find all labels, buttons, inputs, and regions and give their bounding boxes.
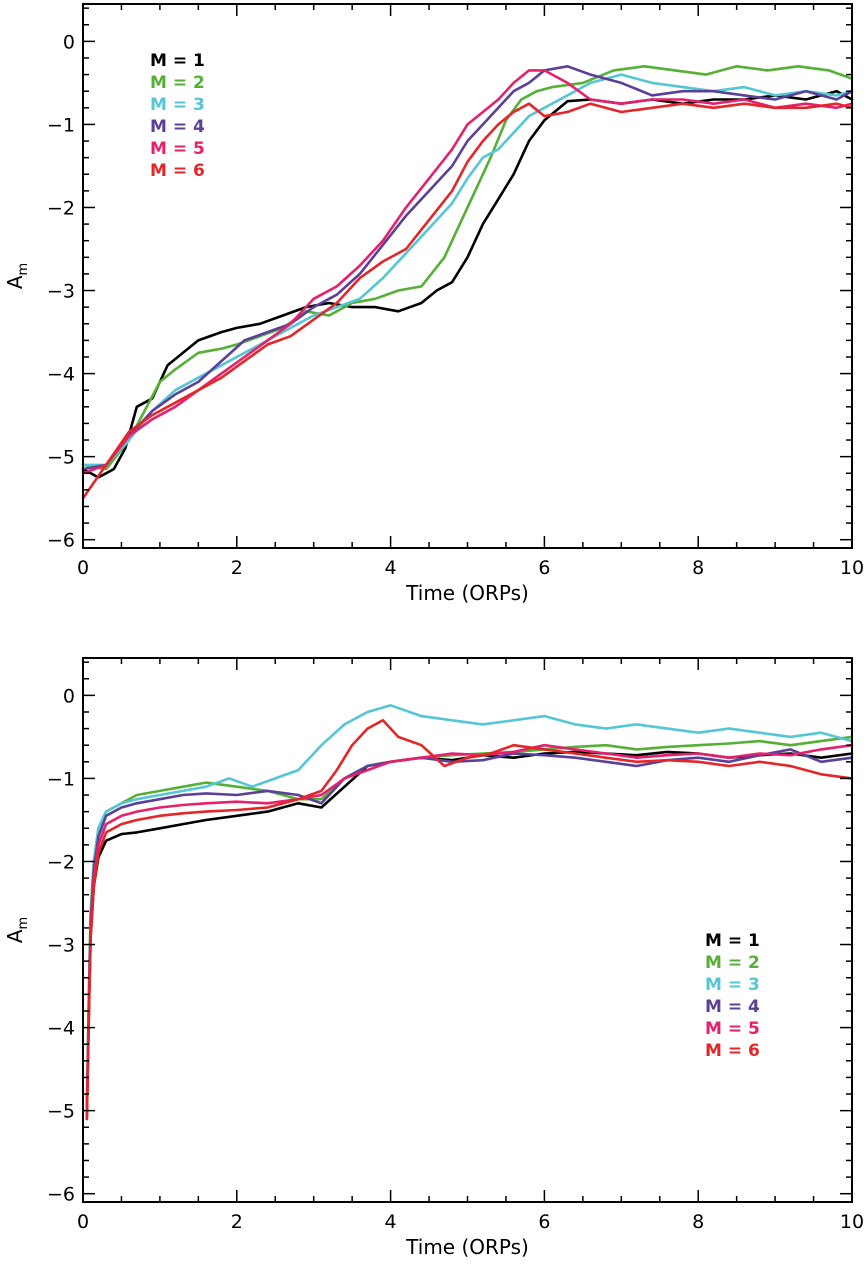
- y-tick-label: −1: [47, 768, 75, 790]
- series-line-m4: [81, 65, 854, 471]
- legend-entry-m2: M = 2: [705, 953, 760, 973]
- legend-entry-m1: M = 1: [705, 931, 760, 951]
- series-line-m2: [81, 65, 854, 471]
- series-line-m4: [85, 748, 854, 1117]
- legend-entry-m3: M = 3: [150, 95, 205, 115]
- x-tick-label: 2: [231, 557, 243, 579]
- series-line-m6: [81, 102, 854, 500]
- series-line-m5: [81, 69, 854, 475]
- x-tick-label: 0: [77, 1211, 89, 1233]
- x-axis: 0 2 4 6 8 10: [77, 4, 864, 579]
- plot-frame: [82, 657, 853, 1203]
- y-tick-label: −2: [47, 197, 75, 219]
- x-axis: 0 2 4 6 8 10: [77, 658, 864, 1233]
- y-axis: −6 −5 −4 −3 −2 −1 0: [47, 661, 852, 1206]
- x-axis-label: Time (ORPs): [405, 581, 529, 605]
- y-tick-label: −1: [47, 114, 75, 136]
- y-tick-label: −6: [47, 530, 75, 552]
- x-axis-label: Time (ORPs): [405, 1235, 529, 1259]
- legend-entry-m4: M = 4: [150, 117, 205, 137]
- x-tick-label: 0: [77, 557, 89, 579]
- x-tick-label: 2: [231, 1211, 243, 1233]
- legend-entry-m5: M = 5: [150, 139, 205, 159]
- y-axis-label-subscript: m: [16, 263, 31, 276]
- series-group: [81, 65, 854, 500]
- x-tick-label: 8: [692, 1211, 704, 1233]
- y-tick-label: −6: [47, 1184, 75, 1206]
- y-axis-label: Am: [3, 263, 31, 289]
- series-line-m1: [81, 89, 854, 479]
- series-line-m6: [85, 719, 854, 1121]
- x-tick-label: 6: [538, 557, 550, 579]
- y-tick-label: −3: [47, 935, 75, 957]
- legend-entry-m4: M = 4: [705, 997, 760, 1017]
- legend-entry-m6: M = 6: [705, 1041, 760, 1061]
- legend: M = 1M = 2M = 3M = 4M = 5M = 6: [705, 931, 760, 1061]
- y-tick-label: −2: [47, 851, 75, 873]
- legend-entry-m1: M = 1: [150, 51, 205, 71]
- y-tick-label: −4: [47, 1018, 75, 1040]
- y-tick-label: −4: [47, 364, 75, 386]
- legend-entry-m5: M = 5: [705, 1019, 760, 1039]
- legend-entry-m2: M = 2: [150, 73, 205, 93]
- y-axis-label: Am: [3, 917, 31, 943]
- series-group: [85, 704, 854, 1121]
- x-tick-label: 8: [692, 557, 704, 579]
- x-tick-label: 6: [538, 1211, 550, 1233]
- y-tick-label: −5: [47, 447, 75, 469]
- y-tick-label: −3: [47, 281, 75, 303]
- legend: M = 1M = 2M = 3M = 4M = 5M = 6: [150, 51, 205, 181]
- x-tick-label: 4: [385, 1211, 397, 1233]
- y-axis-label-subscript: m: [16, 917, 31, 930]
- series-line-m3: [85, 704, 854, 1112]
- y-axis: −6 −5 −4 −3 −2 −1 0: [47, 7, 852, 552]
- x-tick-label: 10: [840, 557, 864, 579]
- legend-entry-m6: M = 6: [150, 161, 205, 181]
- series-line-m5: [85, 743, 854, 1121]
- y-tick-label: 0: [63, 31, 75, 53]
- x-tick-label: 10: [840, 1211, 864, 1233]
- legend-entry-m3: M = 3: [705, 975, 760, 995]
- x-tick-label: 4: [385, 557, 397, 579]
- y-tick-label: 0: [63, 685, 75, 707]
- y-tick-label: −5: [47, 1101, 75, 1123]
